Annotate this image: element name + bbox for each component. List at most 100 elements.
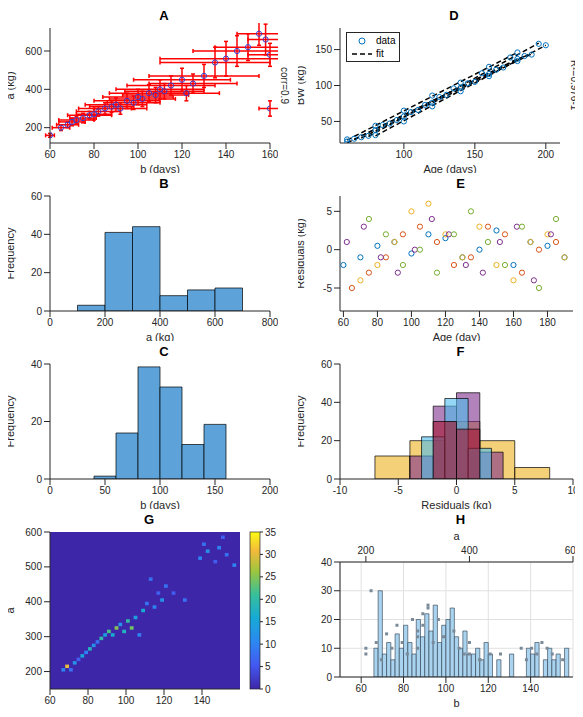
- svg-text:400: 400: [25, 84, 42, 95]
- html-text:data: data: [376, 35, 396, 46]
- svg-text:0: 0: [326, 672, 332, 683]
- svg-text:100: 100: [130, 149, 147, 160]
- svg-text:15: 15: [265, 616, 277, 627]
- svg-text:0: 0: [47, 485, 53, 496]
- svg-text:100: 100: [118, 695, 135, 706]
- svg-text:600: 600: [565, 545, 575, 556]
- svg-text:150: 150: [466, 149, 483, 160]
- svg-text:300: 300: [25, 631, 42, 642]
- svg-text:Frequency: Frequency: [8, 227, 16, 279]
- svg-text:100: 100: [396, 149, 413, 160]
- svg-text:b (days): b (days): [140, 163, 180, 173]
- svg-text:20: 20: [321, 614, 333, 625]
- svg-text:20: 20: [321, 435, 333, 446]
- svg-text:40: 40: [321, 397, 333, 408]
- svg-text:150: 150: [315, 44, 332, 55]
- svg-text:0: 0: [36, 306, 42, 317]
- svg-text:35: 35: [265, 527, 277, 538]
- svg-text:400: 400: [25, 596, 42, 607]
- svg-text:Residuals (kg): Residuals (kg): [298, 218, 306, 288]
- svg-text:200: 200: [358, 545, 375, 556]
- svg-text:60: 60: [321, 359, 333, 370]
- svg-text:400: 400: [461, 545, 478, 556]
- svg-text:b: b: [453, 697, 459, 707]
- svg-text:-5: -5: [394, 485, 403, 496]
- svg-text:180: 180: [539, 317, 556, 328]
- svg-text:100: 100: [403, 317, 420, 328]
- svg-text:140: 140: [471, 317, 488, 328]
- svg-text:120: 120: [174, 149, 191, 160]
- svg-text:160: 160: [505, 317, 522, 328]
- svg-text:30: 30: [265, 549, 277, 560]
- svg-text:600: 600: [25, 46, 42, 57]
- svg-text:60: 60: [356, 683, 368, 694]
- svg-text:200: 200: [537, 149, 554, 160]
- svg-text:50: 50: [99, 485, 111, 496]
- svg-text:a (kg): a (kg): [8, 71, 16, 99]
- svg-text:a: a: [8, 607, 16, 614]
- svg-text:60: 60: [338, 317, 350, 328]
- svg-text:-10: -10: [333, 485, 348, 496]
- svg-text:100: 100: [315, 80, 332, 91]
- svg-text:Age (day): Age (day): [433, 331, 481, 341]
- svg-text:5: 5: [326, 206, 332, 217]
- svg-text:a (kg): a (kg): [146, 331, 174, 341]
- svg-text:200: 200: [25, 666, 42, 677]
- svg-text:40: 40: [31, 359, 43, 370]
- svg-text:120: 120: [156, 695, 173, 706]
- html-text:corr=0.9: corr=0.9: [279, 67, 290, 104]
- svg-text:BW (kg): BW (kg): [298, 66, 306, 106]
- svg-text:80: 80: [88, 149, 100, 160]
- svg-text:5: 5: [265, 661, 271, 672]
- svg-text:0: 0: [454, 485, 460, 496]
- svg-text:120: 120: [480, 683, 497, 694]
- html-text:G: G: [143, 512, 155, 527]
- svg-text:10: 10: [567, 485, 575, 496]
- svg-text:30: 30: [321, 585, 333, 596]
- svg-text:Frequency: Frequency: [298, 395, 306, 447]
- svg-text:50: 50: [321, 116, 333, 127]
- svg-text:200: 200: [97, 317, 114, 328]
- svg-text:80: 80: [372, 317, 384, 328]
- svg-text:20: 20: [31, 267, 43, 278]
- svg-text:Frequency: Frequency: [8, 395, 16, 447]
- svg-text:b (days): b (days): [140, 499, 180, 509]
- svg-text:Age (days): Age (days): [423, 163, 476, 173]
- svg-text:120: 120: [437, 317, 454, 328]
- svg-text:200: 200: [262, 485, 278, 496]
- svg-text:60: 60: [44, 695, 56, 706]
- svg-text:5: 5: [512, 485, 518, 496]
- svg-text:400: 400: [152, 317, 169, 328]
- svg-text:140: 140: [194, 695, 211, 706]
- svg-text:20: 20: [31, 416, 43, 427]
- svg-text:40: 40: [31, 229, 43, 240]
- svg-text:800: 800: [262, 317, 278, 328]
- svg-text:80: 80: [82, 695, 94, 706]
- svg-text:500: 500: [25, 561, 42, 572]
- svg-text:25: 25: [265, 571, 277, 582]
- svg-text:600: 600: [25, 527, 42, 538]
- svg-text:100: 100: [152, 485, 169, 496]
- svg-text:0: 0: [36, 474, 42, 485]
- svg-text:100: 100: [438, 683, 455, 694]
- svg-text:140: 140: [522, 683, 539, 694]
- svg-text:150: 150: [207, 485, 224, 496]
- svg-text:140: 140: [218, 149, 235, 160]
- svg-text:10: 10: [265, 639, 277, 650]
- svg-text:0: 0: [326, 244, 332, 255]
- svg-text:20: 20: [265, 594, 277, 605]
- svg-text:Residuals (kg): Residuals (kg): [421, 499, 491, 509]
- svg-text:0: 0: [326, 474, 332, 485]
- svg-text:-5: -5: [323, 283, 332, 294]
- svg-text:200: 200: [25, 122, 42, 133]
- svg-text:0: 0: [47, 317, 53, 328]
- svg-text:160: 160: [262, 149, 278, 160]
- svg-text:10: 10: [321, 643, 333, 654]
- svg-text:0: 0: [265, 684, 271, 695]
- svg-text:40: 40: [321, 557, 333, 568]
- svg-text:80: 80: [398, 683, 410, 694]
- svg-text:600: 600: [207, 317, 224, 328]
- svg-text:60: 60: [44, 149, 56, 160]
- svg-text:a: a: [453, 530, 460, 542]
- svg-text:60: 60: [31, 191, 43, 202]
